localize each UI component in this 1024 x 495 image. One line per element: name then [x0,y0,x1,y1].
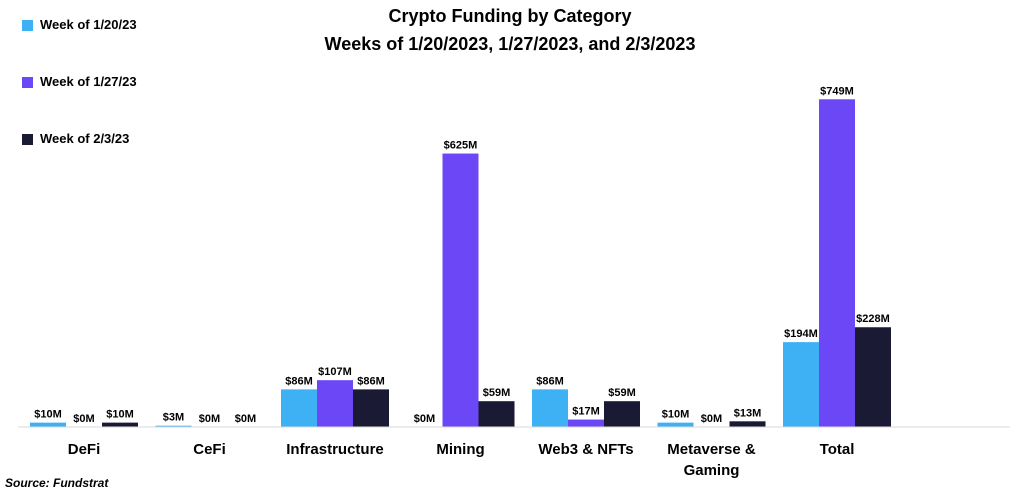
data-label-6-1: $749M [820,85,854,97]
bar-0-0 [30,422,66,427]
data-label-5-2: $13M [734,407,762,419]
source-note: Source: Fundstrat [5,476,109,490]
legend-swatch-0 [22,20,33,31]
legend: Week of 1/20/23 Week of 1/27/23 Week of 2/… [22,17,137,146]
bar-6-0 [783,342,819,427]
chart-subtitle: Weeks of 1/20/2023, 1/27/2023, and 2/3/2… [325,34,696,54]
data-label-1-0: $3M [163,412,184,424]
data-label-6-2: $228M [856,313,890,325]
bars: $10M $0M $10M $3M $0M $0M $86M $107M $86M $0M $625… [30,85,891,428]
data-label-0-1: $0M [73,413,94,425]
bar-1-0 [155,425,192,427]
data-label-4-1: $17M [572,406,600,418]
category-label-4-0: Web3 & NFTs [538,441,633,458]
bar-2-0 [281,389,317,427]
category-labels: DeFi CeFi Infrastructure Mining Web3 & NFTs M… [68,441,855,479]
data-label-3-2: $59M [483,387,511,399]
bar-3-2 [478,401,515,427]
legend-label-1: Week of 1/27/23 [40,74,137,89]
bar-6-1 [819,99,855,428]
bar-2-1 [317,380,353,427]
data-label-2-2: $86M [357,375,385,387]
data-label-0-0: $10M [34,409,62,421]
bar-4-1 [568,419,604,427]
legend-label-2: Week of 2/3/23 [40,131,129,146]
bar-4-2 [604,401,640,427]
category-label-2-0: Infrastructure [286,441,384,458]
category-label-6-0: Total [820,441,855,458]
chart-title: Crypto Funding by Category [389,6,632,26]
legend-swatch-1 [22,77,33,88]
data-label-4-2: $59M [608,387,636,399]
bar-5-0 [657,422,694,427]
data-label-2-0: $86M [285,375,313,387]
data-label-1-1: $0M [199,413,220,425]
data-label-3-1: $625M [444,140,478,152]
category-label-1-0: CeFi [193,441,226,458]
data-label-5-1: $0M [701,413,722,425]
data-label-6-0: $194M [784,328,818,340]
data-label-3-0: $0M [414,413,435,425]
category-label-0-0: DeFi [68,441,101,458]
data-label-2-1: $107M [318,366,352,378]
category-label-5-1: Gaming [684,462,740,479]
legend-swatch-2 [22,134,33,145]
bar-4-0 [532,389,568,427]
bar-6-2 [855,327,891,427]
bar-5-2 [729,421,766,427]
bar-2-2 [353,389,389,427]
bar-3-1 [442,153,479,427]
category-label-3-0: Mining [436,441,484,458]
category-label-5-0: Metaverse & [667,441,756,458]
bar-0-2 [102,422,138,427]
data-label-1-2: $0M [235,413,256,425]
data-label-0-2: $10M [106,409,134,421]
data-label-4-0: $86M [536,375,564,387]
data-label-5-0: $10M [662,409,690,421]
legend-label-0: Week of 1/20/23 [40,17,137,32]
